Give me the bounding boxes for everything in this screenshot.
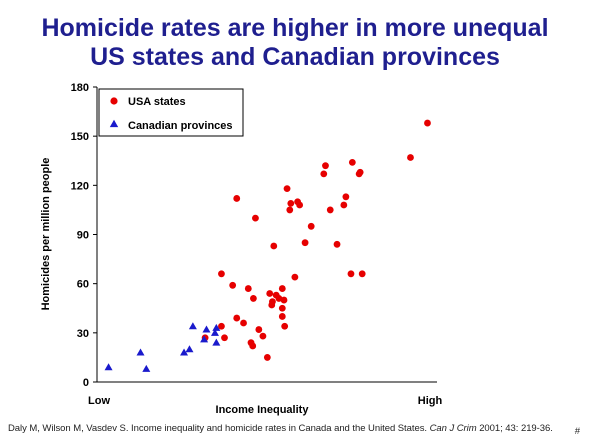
chart-legend: USA states Canadian provinces [98, 88, 244, 137]
usa-state-point [280, 296, 288, 304]
legend-usa-label: USA states [128, 96, 186, 108]
slide-title-line-2: US states and Canadian provinces [90, 43, 500, 71]
usa-state-point [424, 119, 431, 127]
legend-canada-marker [109, 119, 119, 128]
usa-state-point [286, 206, 294, 214]
usa-state-point [266, 290, 274, 297]
citation-text: Daly M, Wilson M, Vasdev S. Income inequ… [8, 423, 430, 434]
chart-axes: 0 30 60 90 120 150 180 Low High Income Inequality… [40, 82, 442, 416]
usa-state-point [229, 281, 237, 289]
citation-journal: Can J Crim [429, 423, 477, 434]
usa-state-point [233, 314, 241, 322]
usa-state-point [250, 295, 257, 302]
canadian-province-point [142, 364, 151, 372]
y-axis-title: Homicides per million people [40, 158, 52, 311]
usa-state-point [233, 195, 241, 202]
slide-title-line-1: Homicide rates are higher in more unequa… [41, 14, 549, 42]
usa-state-point [221, 334, 228, 342]
usa-state-point [326, 206, 334, 214]
canadian-province-point [202, 325, 211, 333]
canadian-province-point [180, 348, 189, 356]
usa-state-point [255, 326, 263, 333]
citation-footer: Daly M, Wilson M, Vasdev S. Income inequ… [8, 423, 553, 434]
usa-state-point [407, 154, 414, 161]
usa-state-point [270, 242, 278, 250]
usa-state-point [283, 185, 291, 193]
usa-state-point [320, 170, 328, 178]
usa-state-point [278, 313, 286, 320]
usa-state-point [249, 342, 257, 350]
canadian-province-point [212, 338, 221, 346]
y-tick-label: 60 [77, 279, 89, 291]
usa-state-point [218, 270, 225, 278]
canadian-province-point [212, 323, 221, 331]
canadian-province-point [136, 348, 145, 356]
usa-state-point [218, 322, 225, 330]
usa-state-point [278, 304, 286, 312]
usa-state-point [287, 199, 295, 207]
y-tick-label: 90 [77, 230, 89, 242]
x-axis-title: Income Inequality [216, 404, 310, 416]
usa-state-point [348, 158, 356, 166]
y-tick-label: 120 [71, 180, 89, 192]
canadian-province-point [104, 363, 113, 371]
usa-state-point [278, 285, 286, 292]
canadian-province-point [210, 328, 219, 336]
slide-number: # [574, 426, 580, 437]
canadian-province-point [188, 322, 197, 330]
y-tick-label: 150 [71, 131, 89, 143]
usa-state-point [342, 193, 350, 201]
legend-usa-marker [110, 97, 118, 105]
usa-state-point [356, 168, 364, 176]
y-tick-label: 30 [77, 328, 89, 340]
usa-state-point [358, 270, 366, 278]
usa-state-point [307, 222, 315, 230]
usa-state-point [263, 354, 271, 361]
citation-details: 2001; 43: 219-36. [476, 423, 553, 434]
usa-state-point [244, 285, 252, 292]
chart-marks [104, 119, 431, 372]
slide-title: Homicide rates are higher in more unequa… [0, 14, 590, 72]
usa-state-point [281, 322, 289, 330]
usa-state-point [296, 201, 304, 209]
usa-state-point [259, 332, 267, 340]
y-tick-label: 0 [83, 377, 89, 389]
usa-state-point [340, 201, 348, 209]
usa-state-point [240, 319, 247, 327]
x-tick-label-low: Low [88, 395, 110, 407]
usa-state-point [252, 214, 259, 222]
legend-box [98, 88, 244, 137]
usa-state-point [347, 270, 355, 278]
x-tick-label-high: High [418, 395, 443, 407]
legend-canada-label: Canadian provinces [128, 120, 233, 132]
usa-state-point [322, 162, 329, 170]
canadian-province-point [200, 335, 209, 343]
usa-state-point [301, 239, 309, 247]
y-tick-label: 180 [71, 82, 89, 94]
usa-state-point [269, 298, 276, 306]
canadian-province-point [185, 345, 194, 353]
usa-state-point [291, 273, 299, 281]
usa-state-point [275, 295, 283, 302]
usa-state-point [333, 240, 341, 248]
